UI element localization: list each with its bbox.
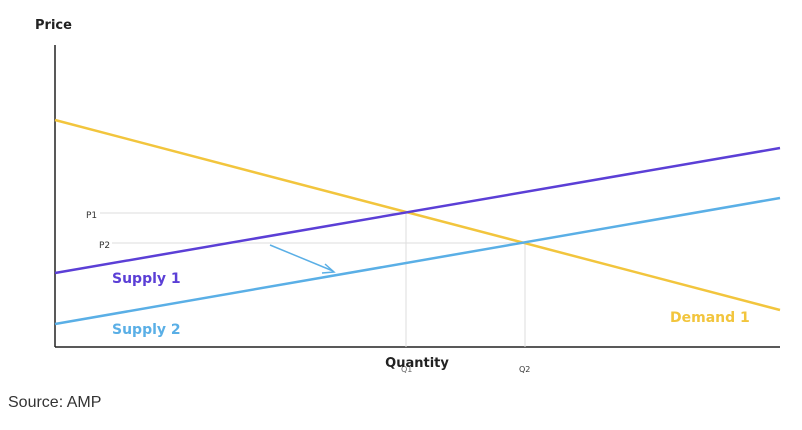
- price-level: P2: [99, 241, 110, 251]
- diagram: Price P1 P2 Q1 Q2 Quantity Supply 1 Supp…: [35, 18, 781, 374]
- curve-label: Demand 1: [670, 310, 750, 326]
- curve-label: Supply 1: [112, 271, 181, 287]
- curve-label: Supply 2: [112, 322, 181, 338]
- shift-arrow: [269, 244, 334, 272]
- y-axis-label: Price: [35, 18, 72, 33]
- demand-curve: [54, 118, 781, 312]
- source-note: Source: AMP: [8, 394, 102, 411]
- x-axis-label: Quantity: [385, 356, 449, 371]
- quantity-level: Q1: [401, 365, 412, 374]
- price-level: P1: [86, 211, 97, 221]
- supply1-curve: [54, 146, 781, 275]
- arrow-head: [321, 263, 336, 274]
- quantity-level: Q2: [519, 365, 530, 374]
- supply2-curve: [54, 196, 781, 326]
